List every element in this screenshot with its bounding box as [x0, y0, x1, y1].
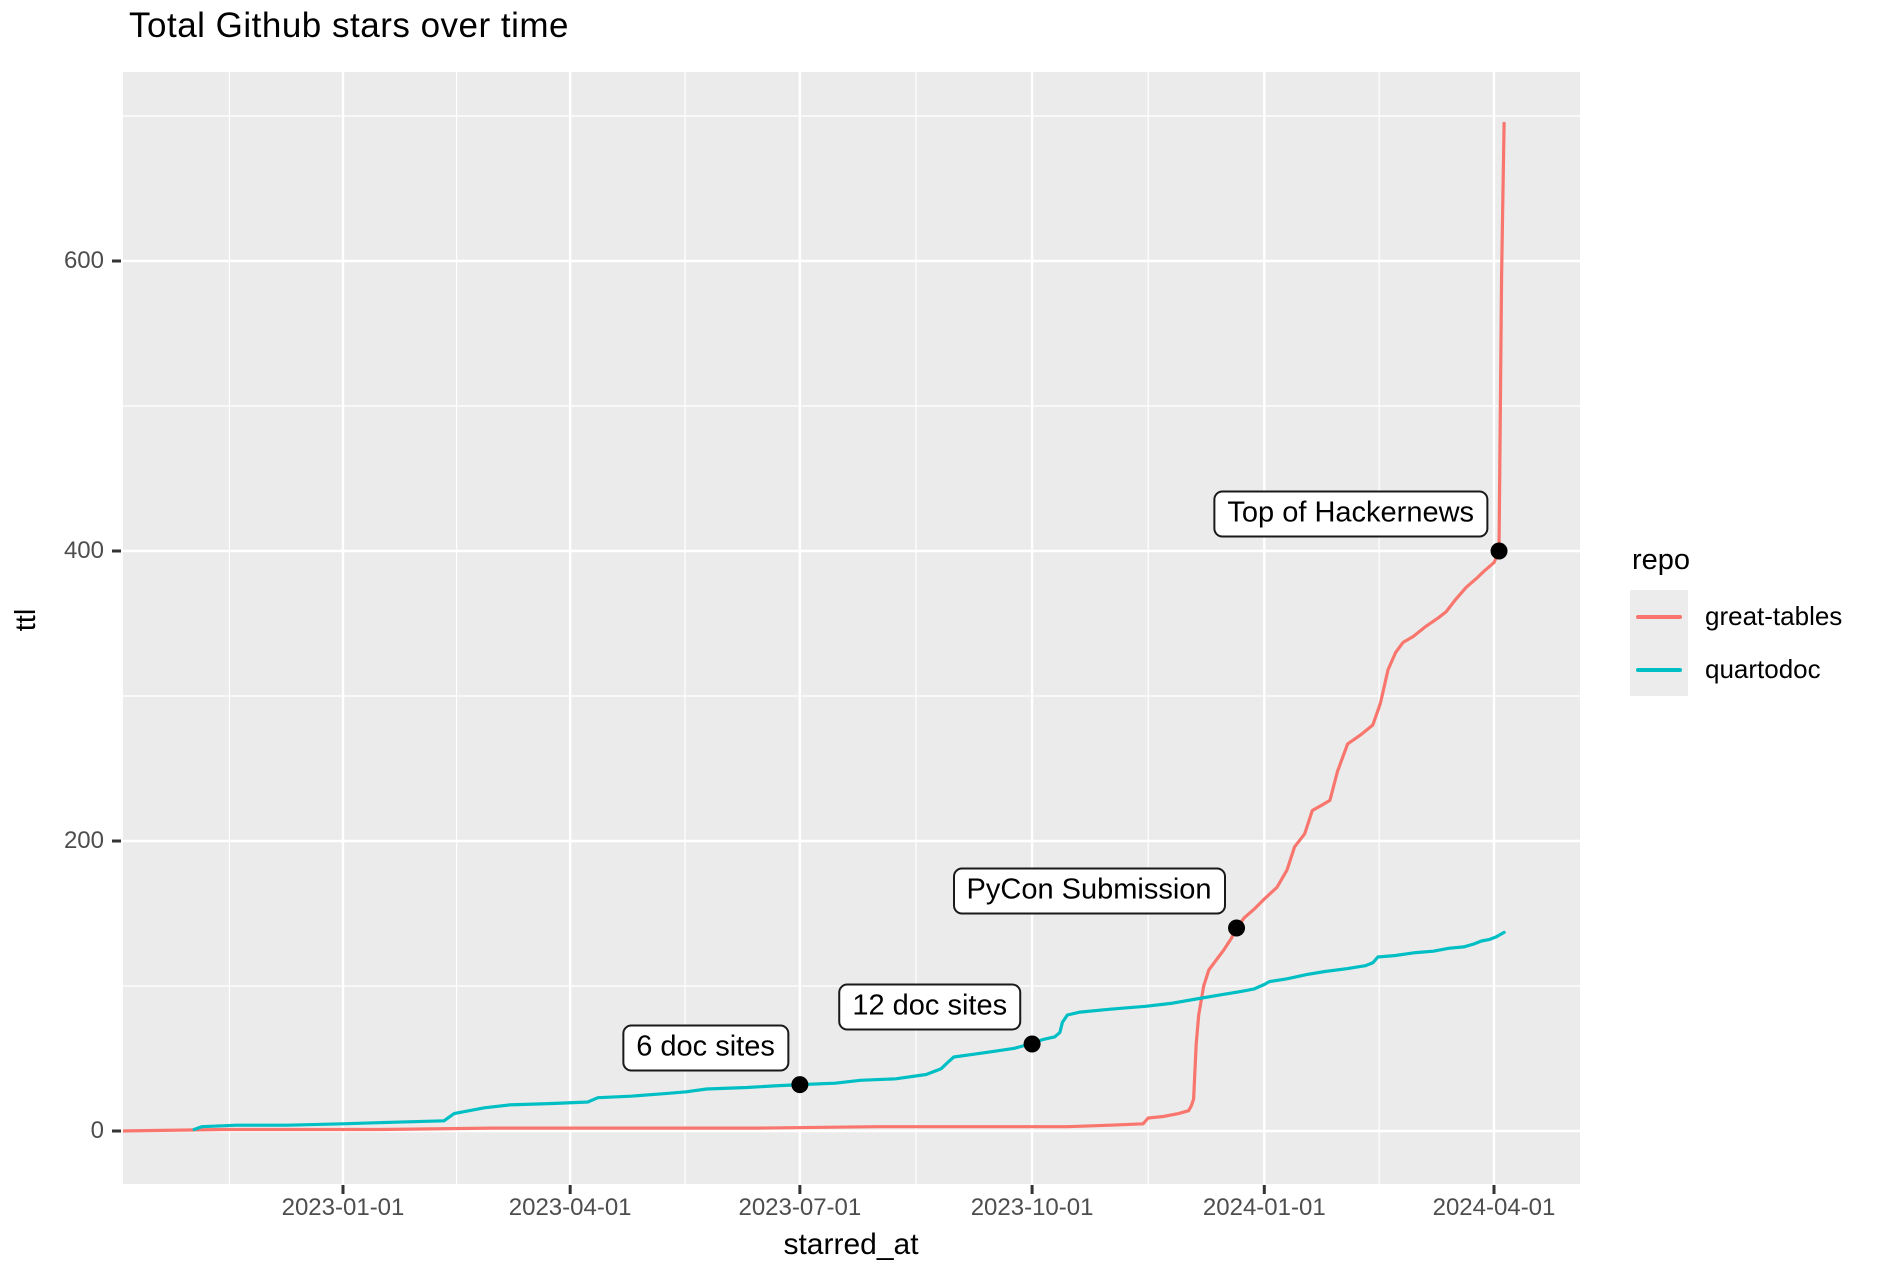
legend-item-label: quartodoc	[1705, 654, 1821, 684]
legend-item-quartodoc: quartodoc	[1630, 643, 1842, 696]
annotation-point	[1228, 919, 1246, 937]
y-tick-label: 400	[63, 537, 104, 564]
annotation-label: 6 doc sites	[622, 1024, 789, 1072]
annotation-point	[1023, 1035, 1041, 1053]
y-tick-label: 0	[90, 1117, 104, 1144]
y-tick-label: 200	[63, 827, 104, 854]
y-axis-title: ttl	[10, 608, 42, 632]
x-tick-label: 2023-04-01	[508, 1194, 632, 1221]
x-tick-label: 2024-04-01	[1432, 1194, 1556, 1221]
legend-key	[1630, 590, 1688, 643]
x-tick-label: 2023-07-01	[738, 1194, 862, 1221]
series-line-great-tables	[123, 121, 1506, 1133]
legend-item-label: great-tables	[1705, 601, 1843, 631]
legend-items: great-tables quartodoc	[1630, 590, 1842, 696]
annotation-point	[1490, 542, 1508, 560]
x-axis-title: starred_at	[783, 1228, 919, 1261]
x-tick-label: 2024-01-01	[1202, 1194, 1326, 1221]
legend-line-swatch	[1636, 614, 1682, 619]
legend-item-great-tables: great-tables	[1630, 590, 1842, 643]
legend-line-swatch	[1636, 667, 1682, 672]
y-tick-label: 600	[63, 247, 104, 274]
chart-title: Total Github stars over time	[129, 6, 569, 45]
legend: repo great-tables quartodoc	[1630, 544, 1842, 696]
legend-title: repo	[1632, 544, 1691, 576]
annotation-label: 12 doc sites	[838, 983, 1022, 1031]
legend-key	[1630, 643, 1688, 696]
x-tick-label: 2023-10-01	[970, 1194, 1094, 1221]
annotation-point	[791, 1076, 809, 1094]
annotation-label: PyCon Submission	[952, 867, 1226, 915]
annotation-label: Top of Hackernews	[1213, 490, 1489, 538]
x-tick-label: 2023-01-01	[281, 1194, 405, 1221]
